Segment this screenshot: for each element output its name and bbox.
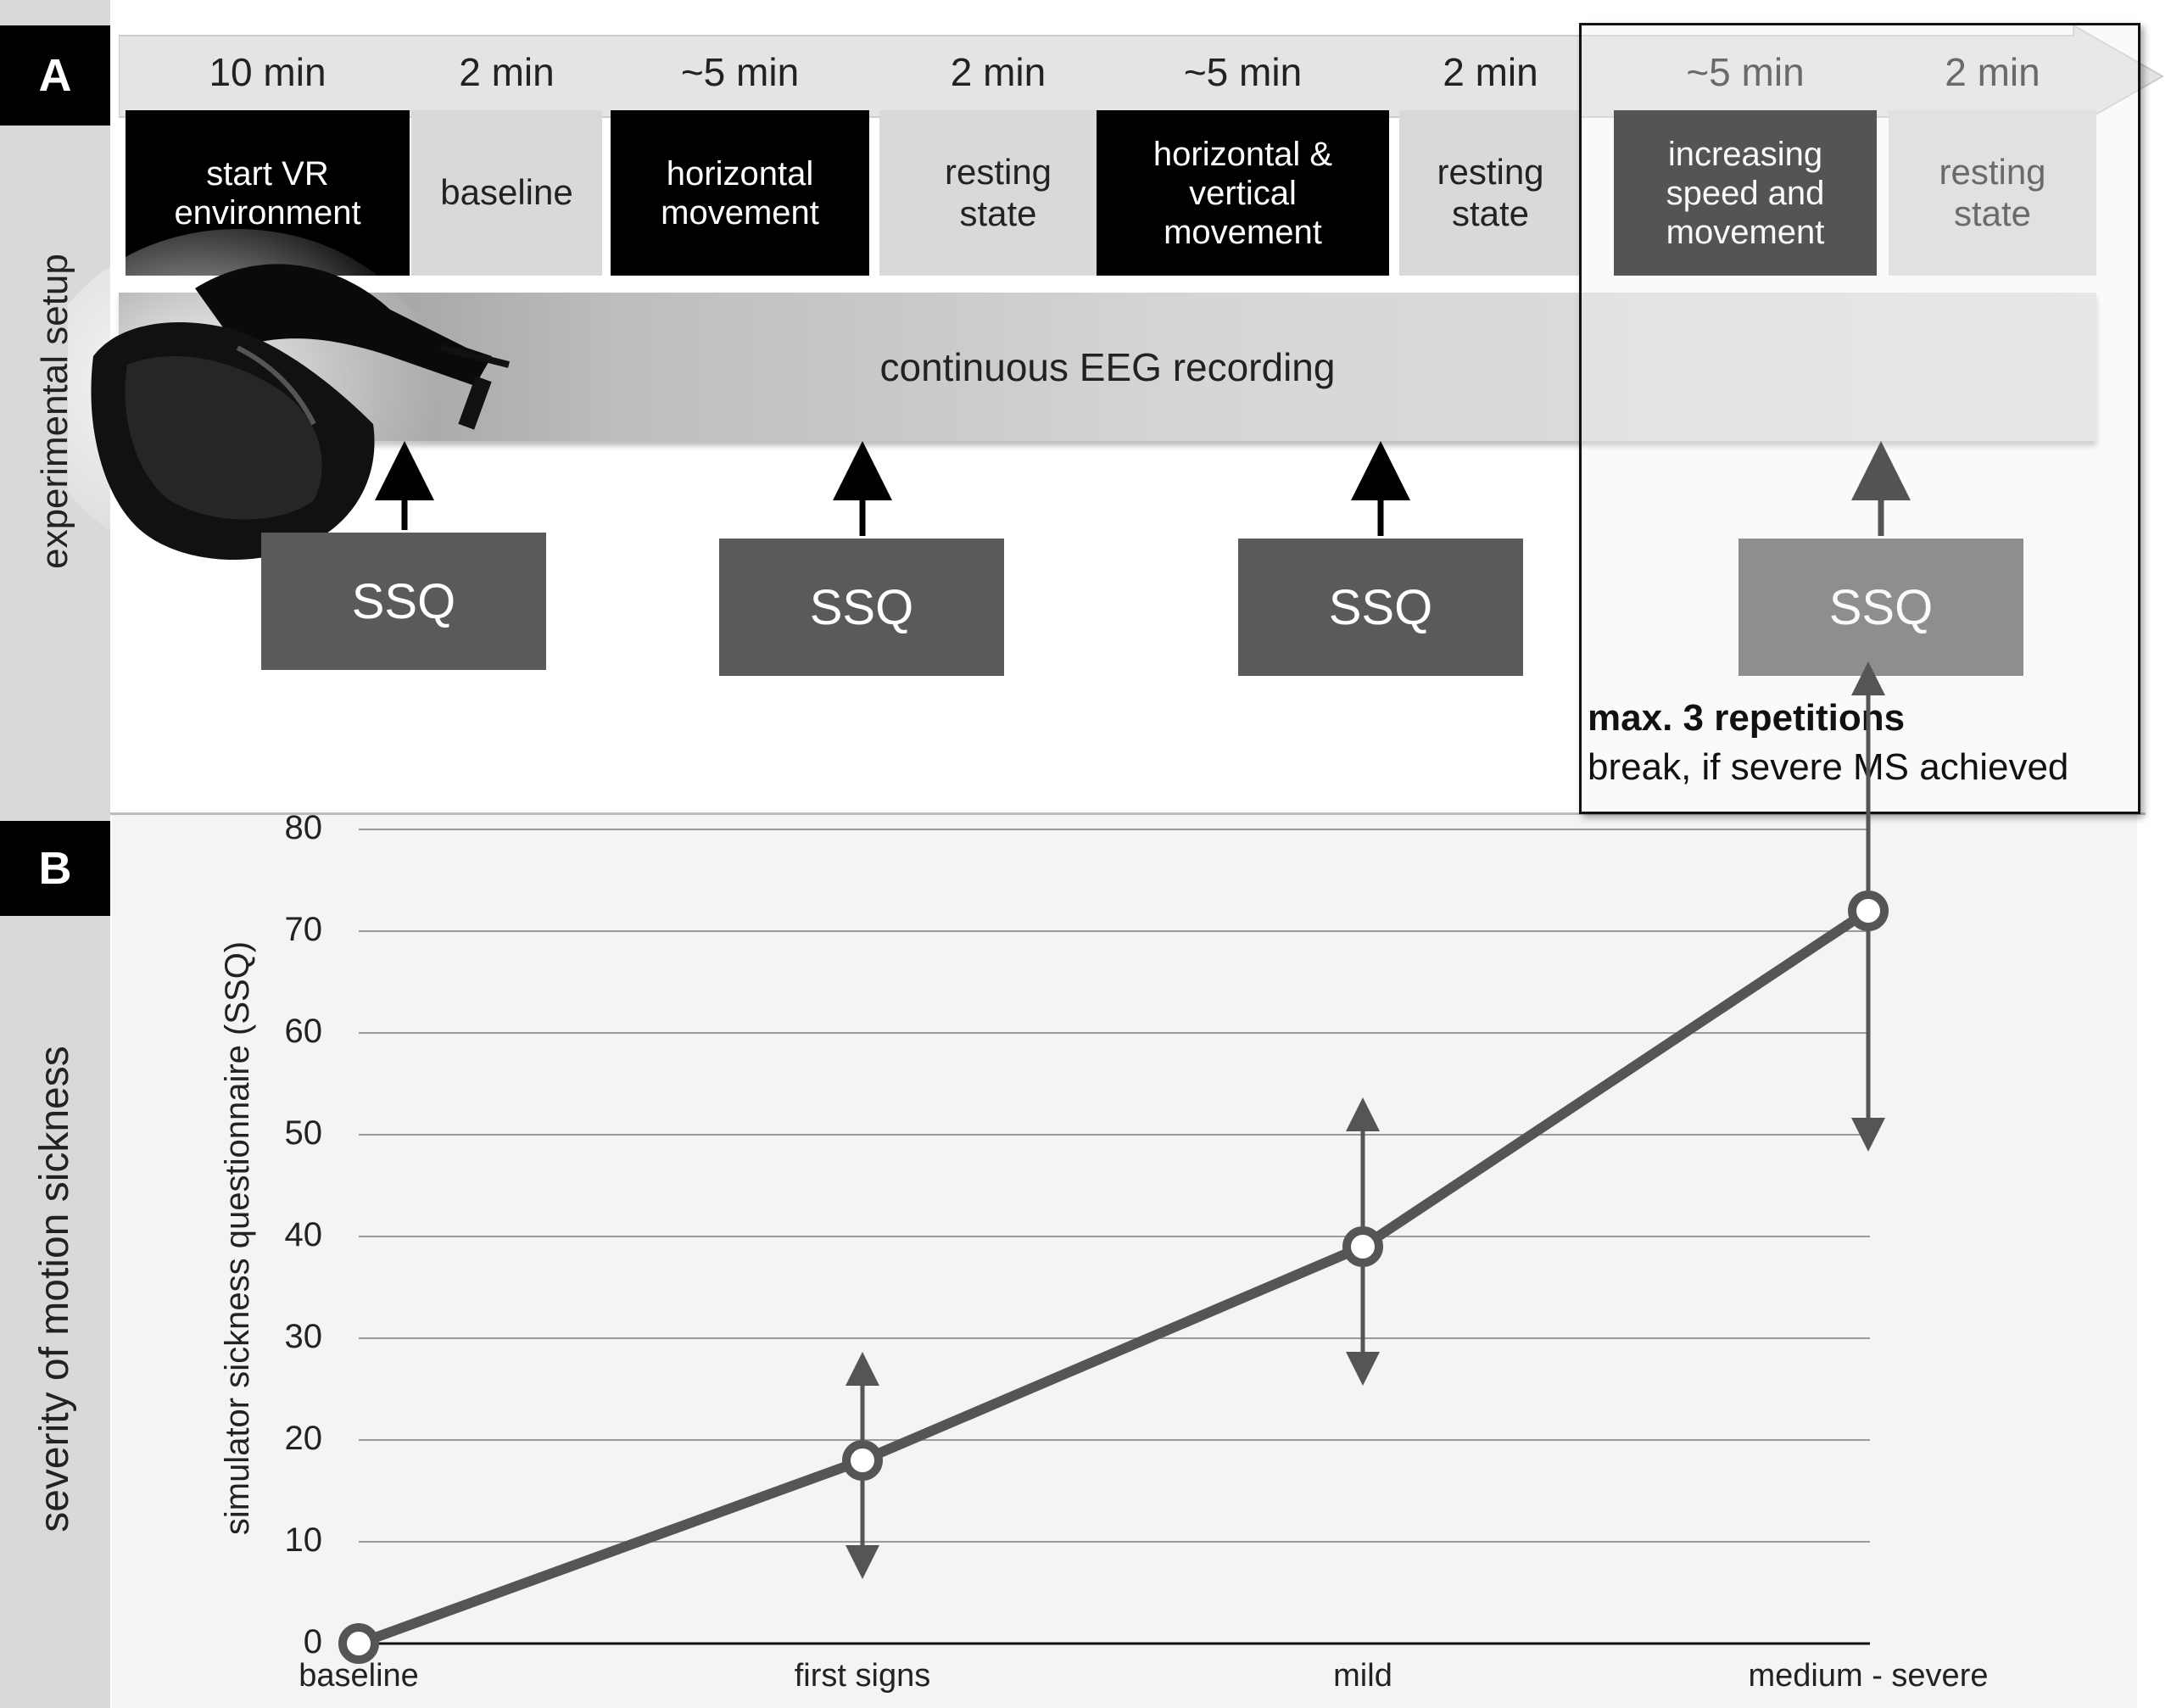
y-tick-label: 60 (284, 1013, 323, 1050)
phase-block: horizontal & vertical movement (1097, 110, 1389, 276)
y-tick-label: 50 (284, 1114, 323, 1152)
y-tick-label: 80 (284, 809, 323, 846)
eeg-label: continuous EEG recording (879, 344, 1336, 389)
panel-b-letter: B (0, 821, 110, 916)
series-line (356, 907, 1872, 1649)
duration-label: ~5 min (1183, 50, 1303, 94)
repetition-title: max. 3 repetitions (1588, 697, 1906, 739)
x-tick-label: first signs (794, 1658, 931, 1694)
vr-headset-icon (68, 229, 510, 568)
panel-divider (110, 812, 2146, 815)
ssq-box-4: SSQ (1738, 539, 2023, 676)
panel-a-letter: A (0, 25, 110, 126)
phase-block: horizontal movement (611, 110, 869, 276)
chart-background (112, 814, 2137, 1708)
phase-block: baseline (411, 110, 602, 276)
y-tick-label: 20 (284, 1420, 323, 1457)
x-tick-label: medium - severe (1748, 1658, 1989, 1694)
ssq-arrows (375, 441, 1911, 536)
data-point (1848, 890, 1889, 931)
panel-b-sidebar (0, 814, 110, 1708)
data-point (338, 1623, 379, 1664)
duration-label: 2 min (1443, 50, 1538, 94)
data-point (1342, 1226, 1383, 1267)
y-tick-label: 10 (284, 1521, 323, 1559)
duration-label: ~5 min (1686, 50, 1805, 94)
repetition-note: break, if severe MS achieved (1588, 746, 2069, 788)
phase-block: resting state (1399, 110, 1582, 276)
duration-label: 2 min (459, 50, 555, 94)
phase-block: resting state (1889, 110, 2096, 276)
y-tick-label: 0 (303, 1623, 322, 1661)
y-tick-label: 70 (284, 911, 323, 948)
ssq-box-1: SSQ (261, 533, 546, 670)
ssq-box-2: SSQ (719, 539, 1004, 676)
duration-label: 2 min (950, 50, 1046, 94)
phase-block: resting state (879, 110, 1117, 276)
ssq-box-3: SSQ (1238, 539, 1523, 676)
data-point (842, 1440, 883, 1481)
x-tick-label: mild (1333, 1658, 1392, 1694)
phase-block: start VR environment (126, 110, 410, 276)
duration-label: 10 min (209, 50, 326, 94)
phase-block: increasing speed and movement (1614, 110, 1877, 276)
y-tick-label: 40 (284, 1216, 323, 1253)
y-tick-label: 30 (284, 1318, 323, 1355)
duration-label: 2 min (1945, 50, 2040, 94)
duration-label: ~5 min (680, 50, 800, 94)
